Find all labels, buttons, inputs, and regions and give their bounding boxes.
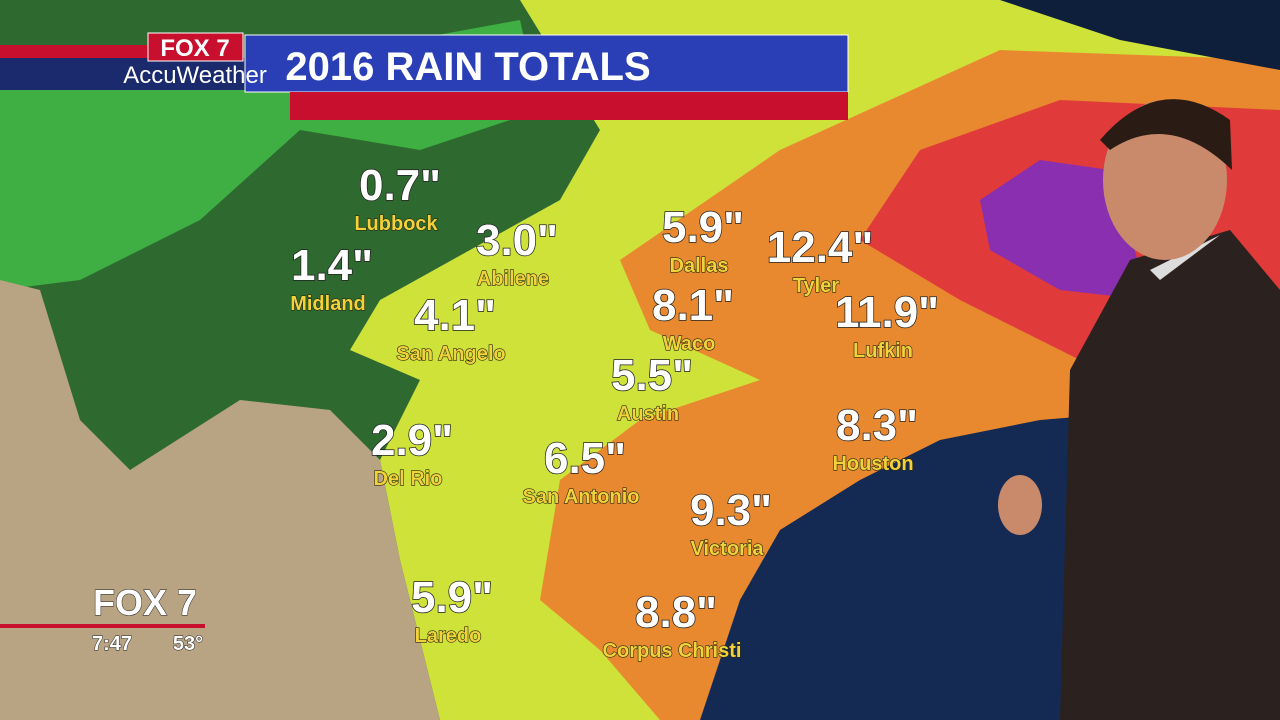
city-name: San Antonio [522,486,639,508]
banner-title: 2016 RAIN TOTALS [285,45,650,89]
hand [998,475,1042,535]
rain-amount: 12.4" [767,223,874,272]
logo-box [147,32,244,62]
city-name: Lubbock [354,213,438,235]
rain-amount: 9.3" [690,486,772,535]
bug-logo: FOX 7 [93,582,197,623]
city-name: Tyler [793,275,840,297]
rain-amount: 8.8" [635,588,717,637]
city-name: Midland [290,293,366,315]
rain-amount: 2.9" [371,416,453,465]
hair [1100,99,1232,170]
rain-amount: 8.3" [836,401,918,450]
rain-amount: 3.0" [476,216,558,265]
rain-amount: 8.1" [652,281,734,330]
city-name: Del Rio [374,468,443,490]
rain-amount: 6.5" [544,434,626,483]
city-name: Abilene [477,268,549,290]
city-name: Corpus Christi [603,640,742,662]
meteorologist [998,99,1280,720]
rain-amount: 5.9" [411,573,493,622]
rain-amount: 1.4" [291,241,373,290]
rain-amount: 0.7" [359,161,441,210]
city-name: Laredo [415,625,482,647]
title-bar [244,34,849,93]
city-name: Lufkin [853,340,913,362]
night-sky [1000,0,1280,70]
bug-time: 7:47 [92,633,132,655]
mexico-terrain [0,280,440,720]
brand-strip [0,58,290,90]
station-logo: FOX 7 [160,35,229,62]
city-name: Victoria [691,538,765,560]
rain-amount: 11.9" [835,288,939,337]
city-name: Dallas [670,255,729,277]
sub-bar [290,92,848,120]
station-bug: FOX 7 7:47 53° [0,582,205,656]
bug-temp: 53° [173,633,203,655]
title-banner: FOX 7 AccuWeather 2016 RAIN TOTALS [0,32,849,120]
suit [1060,230,1280,720]
red-strip [0,45,160,58]
rain-amount: 5.9" [662,203,744,252]
city-name: San Angelo [396,343,505,365]
city-name: Houston [832,453,913,475]
city-name: Austin [617,403,679,425]
rain-amount: 4.1" [414,291,496,340]
collar [1150,235,1220,280]
brand-name: AccuWeather [123,62,267,89]
rain-amount: 5.5" [611,351,693,400]
bug-line [0,624,205,628]
city-name: Waco [663,333,716,355]
